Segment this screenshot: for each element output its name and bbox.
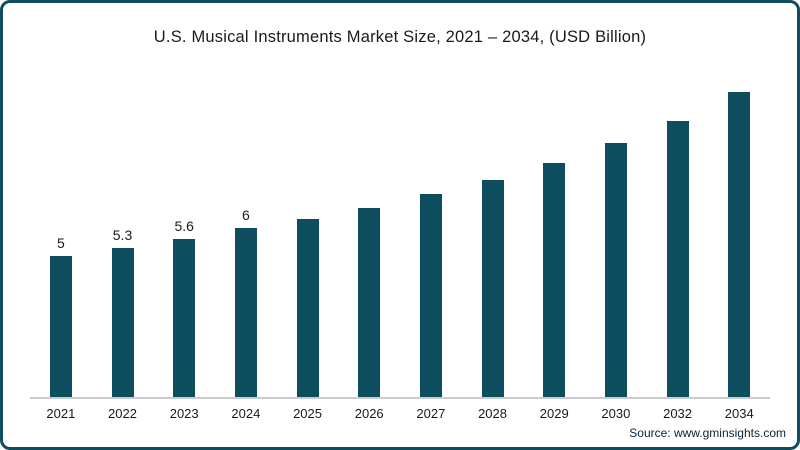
x-tick-label: 2024	[231, 406, 261, 421]
bar-value-label: 5.6	[174, 218, 194, 234]
x-tick-label: 2027	[416, 406, 446, 421]
source-attribution: Source: www.gminsights.com	[629, 426, 786, 440]
x-tick-label: 2022	[108, 406, 137, 421]
bar	[728, 92, 751, 397]
bar	[666, 121, 689, 397]
x-tick-label: 2026	[354, 406, 384, 421]
bar-column	[585, 122, 647, 397]
x-tick-label: 2021	[46, 406, 76, 421]
bar	[296, 219, 319, 397]
x-tick-label: 2032	[663, 406, 693, 421]
bar-chart: 5 5.3 5.6 6 2021 2022 2023 2024 2025 2026 2027 202…	[30, 55, 770, 421]
bar	[481, 180, 504, 397]
bar-column: 5	[30, 235, 92, 397]
bar-column	[647, 100, 709, 397]
bar	[111, 248, 134, 397]
bar-column: 5.3	[92, 227, 154, 397]
bar	[543, 163, 566, 397]
bar	[419, 194, 442, 397]
bar	[49, 256, 72, 397]
bar	[358, 208, 381, 397]
bar-column	[523, 142, 585, 397]
x-tick-label: 2028	[478, 406, 507, 421]
x-axis-labels: 2021 2022 2023 2024 2025 2026 2027 2028 2029 2030…	[30, 406, 770, 421]
bar-column	[277, 198, 339, 397]
bar	[173, 239, 196, 397]
x-tick-label: 2034	[724, 406, 754, 421]
bar-column: 5.6	[153, 218, 215, 397]
bar	[234, 228, 257, 397]
bar-value-label: 5.3	[112, 227, 133, 243]
bar-column: 6	[215, 207, 277, 397]
x-tick-label: 2030	[601, 406, 631, 421]
bar-column	[400, 173, 462, 397]
plot-area: 5 5.3 5.6 6	[30, 55, 770, 399]
bar-column	[708, 71, 770, 397]
bar	[604, 143, 627, 397]
bar-column	[462, 159, 524, 397]
bar-column	[338, 187, 400, 397]
x-tick-label: 2023	[169, 406, 199, 421]
chart-title: U.S. Musical Instruments Market Size, 20…	[153, 28, 647, 46]
bar-value-label: 5	[56, 235, 65, 251]
bar-value-label: 6	[241, 207, 250, 223]
x-tick-label: 2029	[539, 406, 569, 421]
x-tick-label: 2025	[293, 406, 322, 421]
